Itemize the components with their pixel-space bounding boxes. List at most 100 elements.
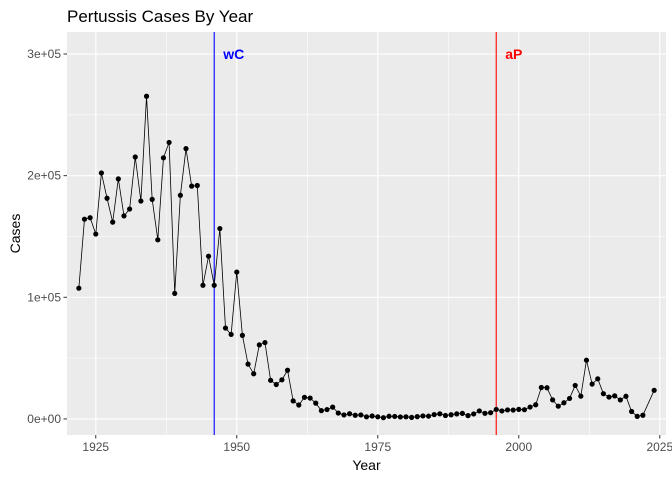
data-point xyxy=(155,237,161,243)
data-point xyxy=(414,414,420,420)
data-point xyxy=(561,400,567,406)
data-point xyxy=(409,414,415,421)
y-axis: 0e+00 1e+05 2e+05 3e+05 xyxy=(27,47,67,426)
data-point xyxy=(172,290,178,297)
data-point xyxy=(268,377,274,383)
data-point xyxy=(256,342,262,348)
data-point xyxy=(640,412,646,418)
data-point xyxy=(403,414,409,420)
data-point xyxy=(431,411,437,418)
data-point xyxy=(555,403,561,409)
data-point xyxy=(279,377,285,383)
data-point xyxy=(143,93,150,99)
data-point xyxy=(595,376,601,382)
data-point xyxy=(459,410,465,416)
data-point xyxy=(149,196,155,202)
data-point xyxy=(341,412,347,418)
data-point xyxy=(127,206,133,212)
data-point xyxy=(617,397,623,403)
data-point xyxy=(189,183,195,189)
data-point xyxy=(589,381,595,387)
annotations: wC aP xyxy=(222,46,522,62)
x-tick-label: 2000 xyxy=(505,440,532,454)
data-point xyxy=(330,404,336,410)
data-point xyxy=(318,408,324,414)
data-point xyxy=(200,282,206,288)
data-point xyxy=(115,176,121,182)
data-point xyxy=(482,410,488,416)
data-point xyxy=(211,282,217,288)
data-point xyxy=(499,408,505,414)
data-point xyxy=(572,382,578,389)
data-point xyxy=(98,170,105,176)
data-point xyxy=(527,404,533,410)
reference-lines xyxy=(213,32,497,435)
data-point xyxy=(471,411,477,417)
data-point xyxy=(628,408,635,415)
data-point xyxy=(301,394,308,400)
annotation-ap: aP xyxy=(505,46,522,62)
data-point xyxy=(516,406,522,412)
data-point xyxy=(476,408,482,414)
data-point xyxy=(335,410,341,416)
data-points xyxy=(76,93,657,421)
data-point xyxy=(346,411,353,417)
data-point xyxy=(363,414,370,420)
data-point xyxy=(87,215,93,221)
data-point xyxy=(217,225,223,232)
data-point xyxy=(251,371,257,377)
data-point xyxy=(76,285,82,291)
data-point xyxy=(290,398,296,404)
y-tick-label: 0e+00 xyxy=(27,412,61,426)
data-point xyxy=(177,192,183,198)
data-point xyxy=(228,331,234,338)
data-point xyxy=(386,413,392,419)
data-point xyxy=(651,387,657,393)
data-point xyxy=(222,325,229,331)
data-point xyxy=(375,414,381,420)
data-point xyxy=(93,231,99,237)
data-point xyxy=(313,400,319,406)
data-point xyxy=(262,339,268,346)
data-point xyxy=(369,413,375,419)
data-point xyxy=(566,395,573,402)
data-point xyxy=(183,146,189,152)
data-point xyxy=(273,381,279,388)
data-point xyxy=(392,413,398,420)
data-point xyxy=(245,361,251,367)
data-point xyxy=(296,402,302,408)
data-point xyxy=(132,154,138,160)
data-point xyxy=(397,414,403,420)
chart-title: Pertussis Cases By Year xyxy=(67,7,253,26)
x-tick-label: 1950 xyxy=(223,440,250,454)
data-point xyxy=(634,413,640,419)
data-point xyxy=(510,407,516,413)
data-point xyxy=(380,415,387,421)
data-point xyxy=(578,393,584,399)
data-point xyxy=(487,410,494,416)
data-point xyxy=(138,198,144,204)
x-axis: 1925 1950 1975 2000 2025 xyxy=(82,435,672,454)
data-point xyxy=(448,412,454,418)
grid-minor xyxy=(67,32,666,435)
x-axis-title: Year xyxy=(352,457,381,473)
data-point xyxy=(420,413,426,419)
data-point xyxy=(307,395,313,401)
data-point xyxy=(465,413,471,419)
data-point xyxy=(166,139,172,146)
data-point xyxy=(550,397,556,403)
data-point xyxy=(437,411,443,417)
data-point xyxy=(544,385,550,391)
y-tick-label: 3e+05 xyxy=(27,47,61,61)
data-point xyxy=(606,394,612,400)
data-point xyxy=(284,367,291,373)
grid-major xyxy=(67,32,666,435)
data-point xyxy=(324,406,330,413)
x-tick-label: 1925 xyxy=(82,440,109,454)
data-point xyxy=(81,216,88,222)
data-point xyxy=(425,413,432,419)
y-tick-label: 1e+05 xyxy=(27,290,61,304)
data-point xyxy=(612,393,618,399)
y-axis-title: Cases xyxy=(7,214,23,254)
